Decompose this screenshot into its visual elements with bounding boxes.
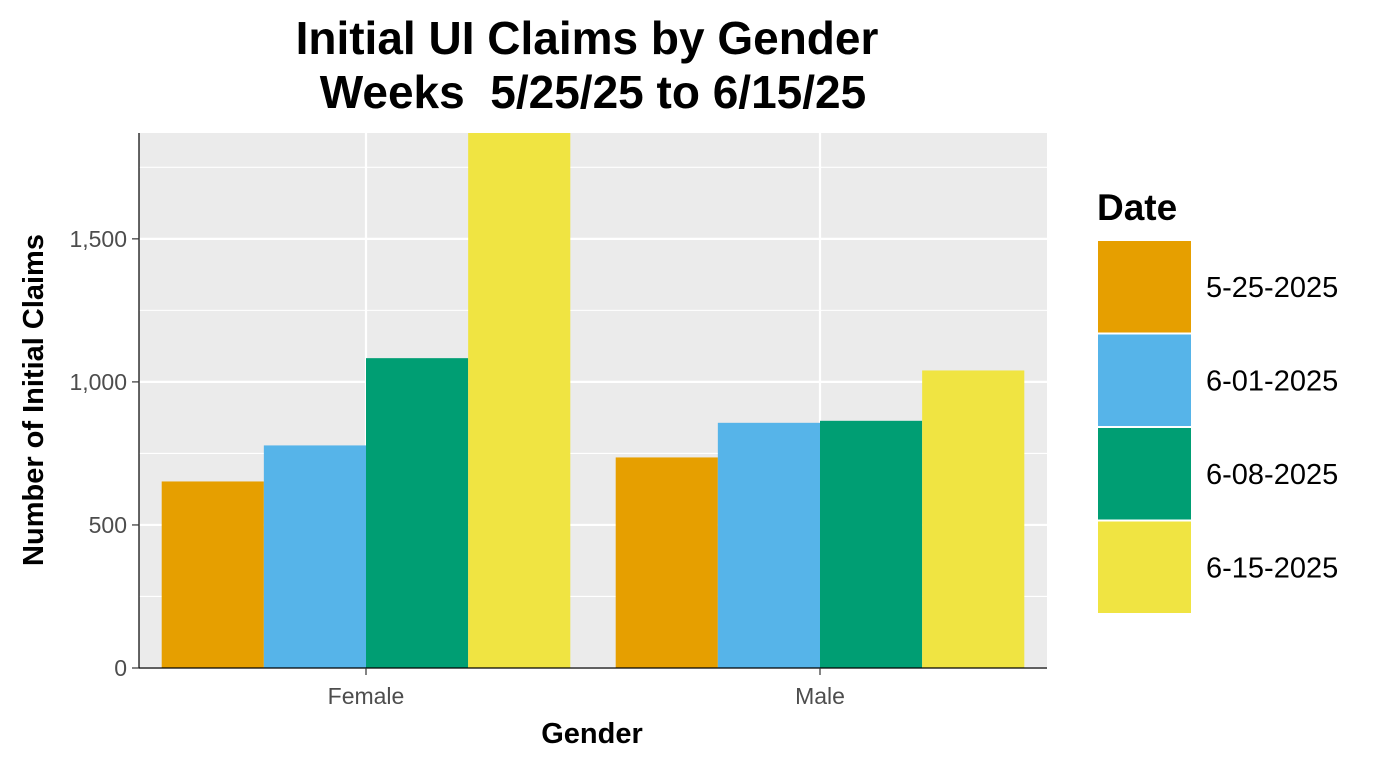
legend-key-6-15-2025 xyxy=(1096,519,1193,615)
chart-title: Initial UI Claims by Gender xyxy=(296,12,879,64)
legend-label: 5-25-2025 xyxy=(1206,272,1338,304)
y-axis-title: Number of Initial Claims xyxy=(18,234,50,566)
legend-label: 6-01-2025 xyxy=(1206,365,1338,397)
legend-key-6-08-2025 xyxy=(1096,426,1193,522)
legend: 5-25-2025 6-01-2025 6-08-2025 6-15-2025 xyxy=(1096,239,1338,615)
x-tick-label-female: Female xyxy=(328,683,405,709)
legend-title: Date xyxy=(1097,187,1177,228)
y-axis-ticks: 0 500 1,000 1,500 xyxy=(69,226,139,681)
x-tick-label-male: Male xyxy=(795,683,845,709)
bar-male-6-08-2025 xyxy=(820,420,923,668)
axes xyxy=(138,133,1047,669)
bars-group xyxy=(161,133,1025,668)
y-tick-label: 500 xyxy=(89,512,127,538)
legend-key-6-01-2025 xyxy=(1096,332,1193,428)
legend-label: 6-15-2025 xyxy=(1206,552,1338,584)
bar-female-6-01-2025 xyxy=(263,445,366,668)
y-tick-label: 1,000 xyxy=(69,369,127,395)
y-tick-label: 1,500 xyxy=(69,226,127,252)
chart-subtitle: Weeks 5/25/25 to 6/15/25 xyxy=(320,66,866,118)
x-axis-ticks: Female Male xyxy=(328,668,845,709)
legend-key-5-25-2025 xyxy=(1096,239,1193,335)
bar-male-6-01-2025 xyxy=(717,422,820,668)
bar-male-5-25-2025 xyxy=(615,457,718,668)
bar-female-5-25-2025 xyxy=(161,481,264,668)
bar-female-6-08-2025 xyxy=(366,358,469,668)
bar-male-6-15-2025 xyxy=(922,370,1025,668)
legend-label: 6-08-2025 xyxy=(1206,459,1338,491)
y-tick-label: 0 xyxy=(114,655,127,681)
bar-female-6-15-2025 xyxy=(468,133,571,668)
x-axis-title: Gender xyxy=(541,718,643,750)
